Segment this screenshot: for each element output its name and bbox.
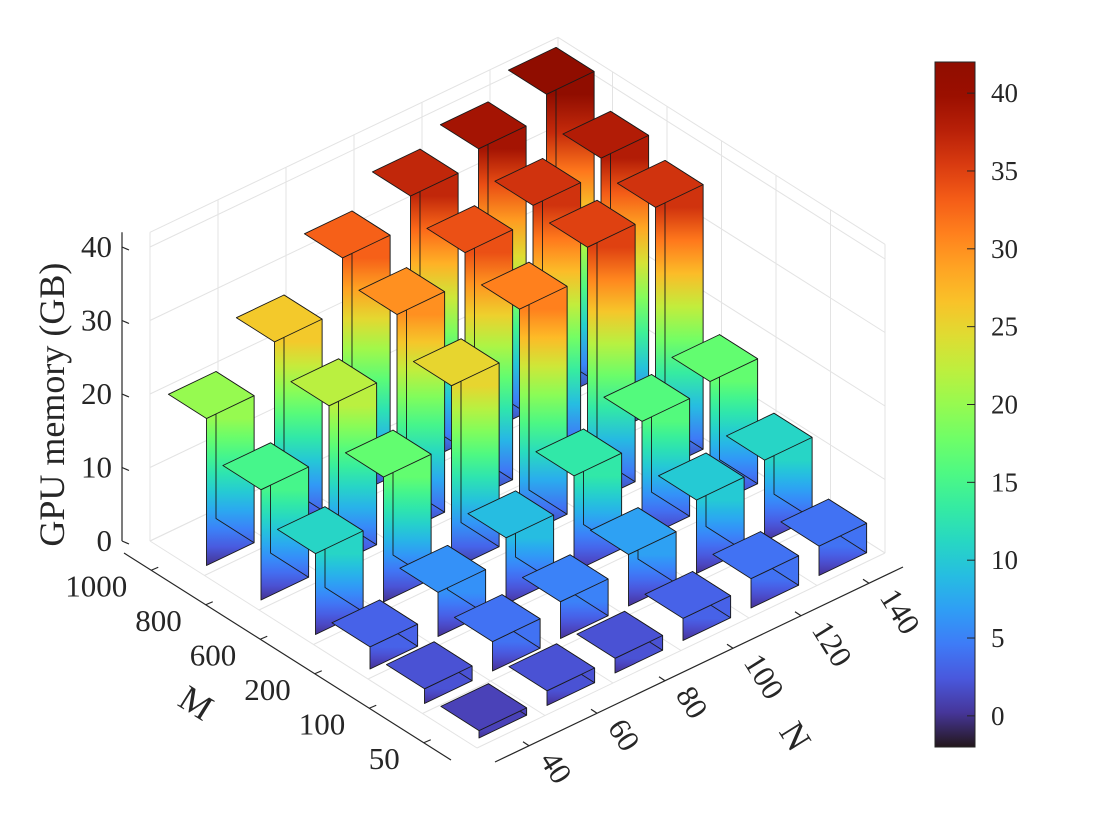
z-tick-label: 30 xyxy=(81,303,112,338)
bar-M100-N40 xyxy=(385,641,473,704)
colorbar-tick-label: 0 xyxy=(991,701,1005,731)
bar-M100-N60 xyxy=(453,594,541,672)
bar-M800-N40 xyxy=(222,442,310,601)
colorbar-tick-label: 20 xyxy=(991,390,1018,420)
m-tick-label: 50 xyxy=(369,741,400,776)
bar-M50-N80 xyxy=(576,610,664,674)
bar-M50-N140 xyxy=(780,498,868,576)
m-tick-label: 800 xyxy=(135,603,182,638)
bar-M600-N40 xyxy=(276,506,364,635)
n-tick-label: 80 xyxy=(669,680,715,725)
z-tick-label: 0 xyxy=(97,523,113,558)
bar-M100-N80 xyxy=(521,554,609,639)
z-tick-label: 20 xyxy=(81,376,112,411)
bar-M1000-N40 xyxy=(167,371,255,566)
n-tick-label: 140 xyxy=(873,582,927,640)
n-tick-label: 120 xyxy=(805,615,859,673)
colorbar-tick-label: 35 xyxy=(991,156,1018,186)
m-tick-label: 1000 xyxy=(65,568,127,603)
m-tick-label: 100 xyxy=(299,706,346,741)
n-tick-label: 60 xyxy=(601,712,647,757)
bar-M200-N80 xyxy=(467,490,555,605)
colorbar-tick-label: 40 xyxy=(991,78,1018,108)
bar-M600-N80 xyxy=(412,338,500,570)
bars xyxy=(167,46,868,739)
bar-M200-N60 xyxy=(399,544,487,637)
bar-M200-N120 xyxy=(603,374,691,540)
colorbar: 0 5 10 15 20 25 30 35 40 xyxy=(934,61,1018,748)
m-tick-label: 600 xyxy=(190,637,237,672)
colorbar-tick-label: 25 xyxy=(991,312,1018,342)
bar-M100-N140 xyxy=(725,412,813,542)
colorbar-tick-label: 10 xyxy=(991,545,1018,575)
bar-M50-N100 xyxy=(644,571,732,641)
colorbar-tick-label: 30 xyxy=(991,234,1018,264)
bar-M50-N120 xyxy=(712,531,800,609)
n-tick-label: 100 xyxy=(737,647,791,705)
n-axis-title: N xyxy=(771,715,819,758)
bar-M600-N120 xyxy=(548,199,636,505)
bar-M600-N140 xyxy=(616,159,704,473)
m-tick-label: 200 xyxy=(244,672,291,707)
m-axis-title: M xyxy=(172,677,220,728)
z-axis-title: GPU memory (GB) xyxy=(32,263,72,547)
bar-M50-N60 xyxy=(508,643,596,706)
z-tick-label: 40 xyxy=(81,229,112,264)
z-tick-label: 10 xyxy=(81,450,112,485)
bar-M50-N40 xyxy=(440,683,528,739)
n-tick-label: 40 xyxy=(533,745,579,790)
bar-M200-N40 xyxy=(331,599,419,670)
colorbar-tick-label: 5 xyxy=(991,623,1005,653)
colorbar-tick-label: 15 xyxy=(991,467,1018,497)
bar-M600-N60 xyxy=(344,429,432,603)
